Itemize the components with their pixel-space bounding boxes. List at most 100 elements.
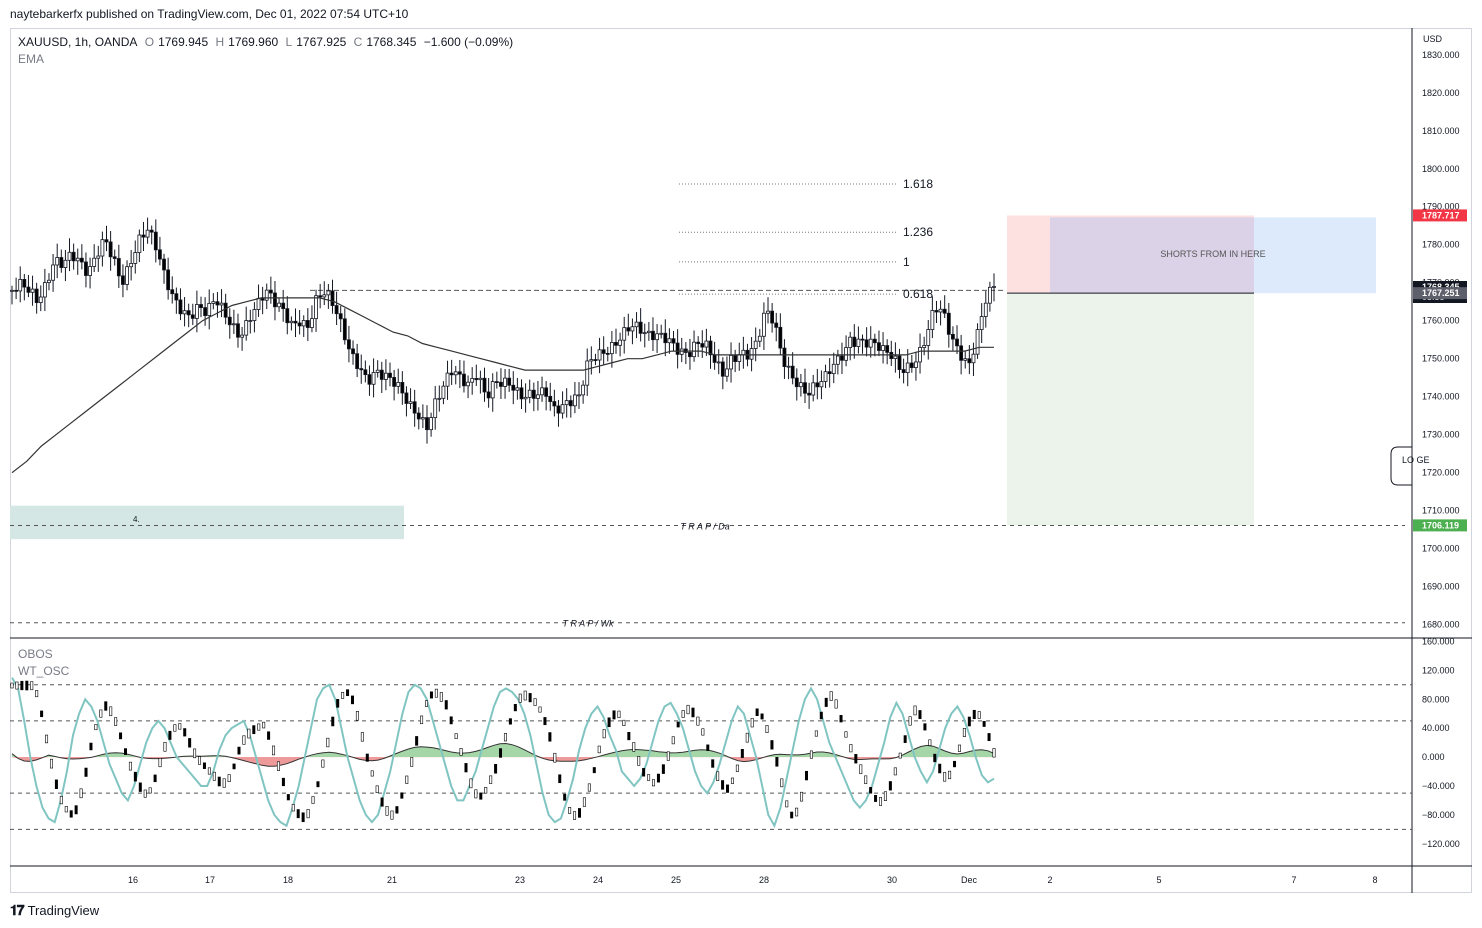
candle-body bbox=[14, 289, 19, 292]
osc-candle bbox=[499, 748, 503, 758]
price-tick-label: 1680.000 bbox=[1422, 620, 1460, 630]
zone-label: 4. bbox=[133, 515, 140, 524]
price-tag-label: 1787.717 bbox=[1422, 210, 1460, 220]
candle-body bbox=[881, 345, 885, 351]
change-value: −1.600 (−0.09%) bbox=[423, 35, 514, 49]
candle-body bbox=[305, 320, 310, 328]
time-tick-label: 28 bbox=[759, 875, 769, 885]
osc-candle bbox=[79, 788, 83, 799]
osc-candle bbox=[716, 771, 720, 781]
osc-candle bbox=[158, 758, 162, 768]
osc-candle bbox=[730, 777, 734, 784]
candle-body bbox=[293, 320, 298, 324]
candle-body bbox=[987, 286, 992, 304]
osc-candle bbox=[494, 764, 498, 774]
price-tag[interactable] bbox=[1413, 519, 1467, 532]
osc-candle bbox=[503, 733, 507, 742]
osc-tick-label: 0.000 bbox=[1422, 752, 1445, 762]
candle-body bbox=[790, 365, 795, 379]
osc-candle bbox=[834, 699, 838, 709]
candle-body bbox=[158, 249, 162, 260]
short-target-zone[interactable] bbox=[1007, 293, 1254, 526]
candle-body bbox=[478, 377, 483, 381]
candle-body bbox=[757, 335, 762, 342]
obos-legend[interactable]: OBOS bbox=[18, 647, 53, 661]
osc-candle bbox=[740, 749, 744, 758]
tradingview-brand[interactable]: 𝟏𝟕 TradingView bbox=[10, 902, 99, 919]
osc-candle bbox=[656, 773, 660, 783]
candle-body bbox=[901, 369, 906, 374]
osc-candle bbox=[849, 744, 853, 753]
time-tick-label: 18 bbox=[283, 875, 293, 885]
candle-body bbox=[942, 308, 947, 314]
demand-zone[interactable] bbox=[10, 505, 404, 540]
candle-body bbox=[75, 257, 80, 262]
osc-wave-line[interactable] bbox=[11, 677, 995, 829]
candle-body bbox=[375, 369, 380, 373]
osc-candle bbox=[577, 808, 581, 818]
candle-body bbox=[355, 353, 360, 369]
candle-body bbox=[104, 239, 109, 243]
candle-body bbox=[782, 347, 787, 367]
osc-candle bbox=[341, 692, 345, 699]
osc-candle bbox=[94, 724, 98, 731]
candle-body bbox=[108, 241, 113, 258]
osc-candle bbox=[316, 781, 320, 788]
osc-candle bbox=[281, 777, 285, 787]
ema-legend[interactable]: EMA bbox=[18, 52, 45, 66]
candle-body bbox=[700, 343, 705, 348]
osc-candle bbox=[227, 774, 231, 783]
candle-body bbox=[675, 342, 680, 355]
candle-body bbox=[552, 401, 557, 407]
note-text: LO GE bbox=[1402, 455, 1430, 465]
candle-body bbox=[659, 332, 664, 335]
time-tick-label: Dec bbox=[961, 875, 978, 885]
candle-body bbox=[408, 401, 413, 404]
osc-candle bbox=[59, 795, 63, 805]
osc-candle bbox=[592, 767, 596, 774]
osc-candle bbox=[681, 710, 685, 718]
open-value: 1769.945 bbox=[158, 35, 209, 49]
osc-candle bbox=[331, 716, 335, 727]
ema-line[interactable] bbox=[11, 297, 994, 474]
candle-body bbox=[112, 256, 117, 259]
candle-body bbox=[663, 332, 668, 344]
osc-candle bbox=[750, 718, 754, 728]
candle-body bbox=[30, 288, 35, 293]
candle-body bbox=[523, 396, 528, 400]
time-tick-label: 23 bbox=[515, 875, 525, 885]
candle-body bbox=[601, 349, 606, 354]
candle-body bbox=[955, 338, 959, 347]
candle-body bbox=[540, 387, 544, 396]
osc-tick-label: −80.000 bbox=[1422, 810, 1455, 820]
candle-body bbox=[137, 234, 142, 253]
candle-body bbox=[983, 302, 988, 317]
candle-body bbox=[396, 382, 401, 387]
candle-body bbox=[852, 336, 857, 347]
candle-body bbox=[696, 341, 701, 344]
price-tag[interactable] bbox=[1413, 287, 1467, 300]
osc-candle bbox=[405, 775, 409, 784]
osc-candle bbox=[49, 758, 53, 769]
candle-body bbox=[712, 354, 717, 363]
osc-candle bbox=[138, 782, 142, 792]
osc-candle bbox=[597, 745, 601, 754]
osc-candle bbox=[410, 757, 414, 767]
osc-candle bbox=[804, 770, 808, 781]
candle-body bbox=[141, 234, 146, 238]
note-bubble[interactable]: LO GE bbox=[1390, 446, 1430, 486]
osc-candle bbox=[879, 797, 883, 806]
candle-body bbox=[96, 255, 101, 259]
candle-body bbox=[860, 338, 865, 341]
candle-body bbox=[729, 355, 733, 370]
osc-candle bbox=[898, 752, 902, 759]
price-tag[interactable] bbox=[1413, 209, 1467, 222]
candle-body bbox=[642, 332, 647, 335]
wt-osc-legend[interactable]: WT_OSC bbox=[18, 664, 70, 678]
candle-body bbox=[318, 295, 323, 298]
osc-candle bbox=[543, 717, 547, 726]
candle-body bbox=[100, 239, 105, 257]
candle-body bbox=[273, 292, 277, 308]
